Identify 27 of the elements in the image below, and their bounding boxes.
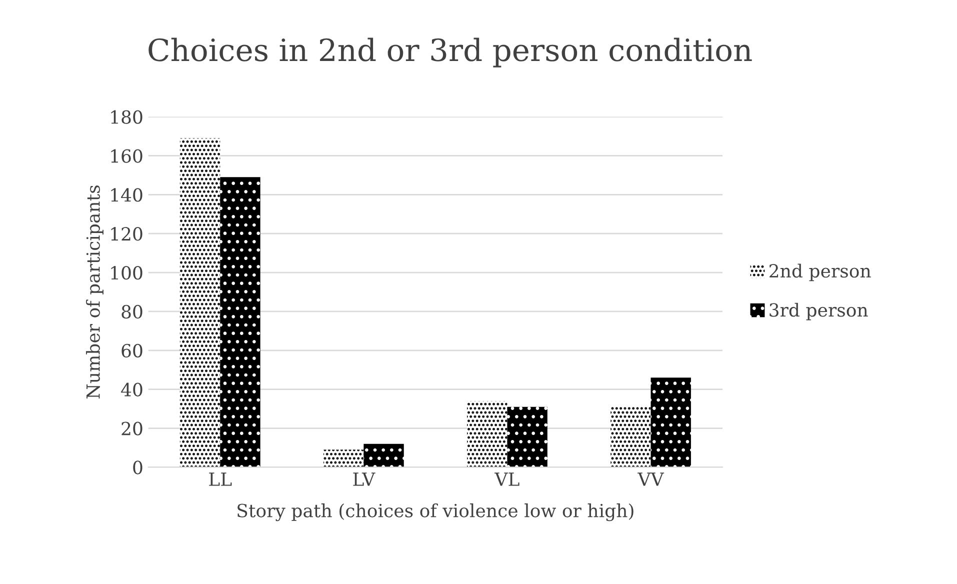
y-tick-label: 0	[133, 460, 142, 474]
bar	[364, 444, 404, 468]
y-tick-label: 180	[111, 110, 142, 124]
y-tick-label: 120	[111, 227, 142, 241]
bar	[650, 378, 691, 468]
bar	[180, 138, 220, 468]
x-tick-label: VL	[494, 472, 520, 486]
y-tick-label: 40	[121, 382, 142, 396]
y-tick-label: 60	[122, 344, 142, 358]
x-tick-label: LL	[209, 472, 232, 486]
y-tick-label: 80	[122, 304, 142, 319]
legend-label: 3rd person	[770, 302, 868, 320]
bar	[507, 406, 548, 468]
x-tick-label: LV	[353, 472, 376, 486]
bar	[323, 450, 364, 468]
chart-title: Choices in 2nd or 3rd person condition	[148, 38, 752, 68]
y-tick-label: 160	[111, 149, 142, 163]
x-axis-title: Story path (choices of violence low or high)	[238, 503, 634, 522]
y-tick-label: 20	[122, 422, 142, 436]
y-tick-label: 100	[111, 266, 142, 280]
legend-label: 2nd person	[770, 264, 871, 282]
x-tick-label: VV	[638, 472, 664, 486]
y-tick-label: 140	[111, 188, 142, 202]
bar	[220, 177, 260, 468]
bar	[467, 401, 508, 468]
bar	[610, 406, 651, 468]
y-axis-title: Number of participants	[86, 186, 104, 399]
